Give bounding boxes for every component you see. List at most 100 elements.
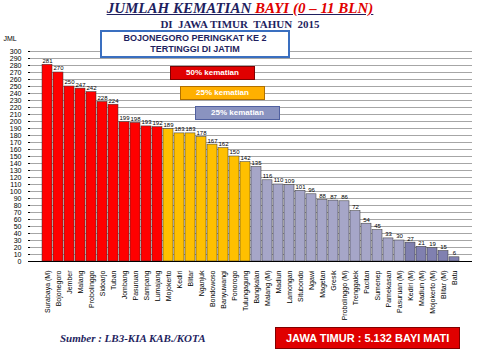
svg-text:116: 116 (263, 173, 273, 179)
svg-text:Madiun (M): Madiun (M) (418, 271, 426, 306)
svg-text:30: 30 (14, 237, 22, 244)
svg-text:19: 19 (429, 241, 436, 247)
svg-text:72: 72 (352, 204, 359, 210)
svg-text:40: 40 (14, 230, 22, 237)
svg-text:Pamekasan: Pamekasan (385, 270, 392, 307)
svg-text:110: 110 (10, 181, 21, 188)
svg-text:242: 242 (86, 85, 97, 91)
svg-text:Pacitan: Pacitan (363, 270, 370, 293)
svg-text:Probolinggo (M): Probolinggo (M) (341, 271, 349, 321)
svg-text:109: 109 (284, 178, 295, 184)
svg-text:54: 54 (363, 217, 370, 223)
svg-text:189: 189 (163, 122, 174, 128)
svg-text:Kediri: Kediri (176, 270, 183, 288)
svg-text:Ngawi: Ngawi (308, 270, 316, 290)
svg-text:90: 90 (14, 195, 22, 202)
svg-text:30: 30 (396, 233, 403, 239)
svg-text:142: 142 (240, 155, 251, 161)
svg-text:160: 160 (10, 146, 22, 153)
svg-text:87: 87 (330, 194, 337, 200)
svg-text:Tuban: Tuban (110, 270, 117, 290)
svg-text:Ponorogo: Ponorogo (231, 270, 239, 300)
svg-text:Lumajang: Lumajang (154, 270, 162, 301)
svg-text:183: 183 (174, 126, 185, 132)
svg-text:220: 220 (10, 104, 22, 111)
svg-text:Malang: Malang (77, 270, 85, 293)
svg-text:Banyuwangi: Banyuwangi (220, 270, 228, 309)
svg-text:Sidoarjo: Sidoarjo (99, 270, 107, 296)
svg-text:100: 100 (10, 188, 22, 195)
svg-text:Bondowoso: Bondowoso (209, 270, 216, 307)
svg-text:240: 240 (10, 90, 22, 97)
svg-text:230: 230 (10, 97, 22, 104)
svg-text:120: 120 (10, 174, 22, 181)
svg-text:300: 300 (10, 48, 22, 55)
svg-text:Situbondo: Situbondo (297, 270, 304, 302)
svg-text:6: 6 (453, 250, 457, 256)
svg-text:Probolinggo: Probolinggo (88, 270, 96, 307)
svg-text:21: 21 (418, 240, 425, 246)
svg-text:199: 199 (119, 115, 130, 121)
svg-text:Tulungagung: Tulungagung (242, 270, 250, 311)
svg-text:Mojokerto: Mojokerto (165, 270, 173, 301)
svg-text:80: 80 (14, 202, 22, 209)
svg-text:183: 183 (185, 126, 196, 132)
svg-text:210: 210 (10, 111, 22, 118)
svg-text:JML: JML (4, 35, 17, 42)
svg-text:Blitar (M): Blitar (M) (440, 271, 448, 299)
svg-text:247: 247 (75, 82, 86, 88)
svg-text:45: 45 (374, 223, 381, 229)
svg-text:290: 290 (10, 55, 22, 62)
svg-text:250: 250 (10, 83, 22, 90)
svg-text:10: 10 (14, 251, 22, 258)
svg-text:Bojonegoro: Bojonegoro (55, 270, 63, 306)
svg-text:15: 15 (440, 244, 447, 250)
svg-text:Mojokerto (M): Mojokerto (M) (429, 271, 437, 314)
svg-text:135: 135 (251, 160, 262, 166)
svg-text:281: 281 (42, 58, 53, 64)
svg-text:Bangkalan: Bangkalan (253, 270, 261, 303)
svg-text:178: 178 (196, 130, 207, 136)
svg-text:Jember: Jember (66, 270, 73, 294)
svg-text:Sumenep: Sumenep (374, 270, 382, 300)
svg-text:Madiun: Madiun (275, 270, 282, 293)
svg-text:70: 70 (14, 209, 22, 216)
svg-text:192: 192 (152, 120, 163, 126)
svg-text:Blitar: Blitar (187, 270, 194, 287)
svg-text:Pasuruan: Pasuruan (132, 270, 139, 300)
svg-text:110: 110 (274, 177, 284, 183)
svg-text:280: 280 (10, 62, 22, 69)
svg-text:224: 224 (108, 98, 119, 104)
svg-text:270: 270 (10, 69, 22, 76)
svg-text:96: 96 (308, 187, 315, 193)
svg-text:Sampang: Sampang (143, 270, 151, 300)
svg-text:Kediri (M): Kediri (M) (407, 271, 415, 301)
svg-text:86: 86 (341, 194, 348, 200)
svg-text:50: 50 (14, 223, 22, 230)
svg-text:20: 20 (14, 244, 22, 251)
svg-text:Magetan: Magetan (319, 270, 327, 297)
svg-text:88: 88 (319, 193, 326, 199)
svg-text:33: 33 (385, 231, 392, 237)
svg-text:Batu: Batu (451, 270, 458, 285)
svg-text:0: 0 (18, 258, 22, 265)
svg-text:150: 150 (10, 153, 22, 160)
svg-text:250: 250 (64, 79, 75, 85)
svg-text:228: 228 (97, 95, 108, 101)
svg-text:Surabaya (M): Surabaya (M) (44, 271, 52, 313)
svg-text:260: 260 (10, 76, 22, 83)
svg-text:190: 190 (10, 125, 22, 132)
svg-text:Jombang: Jombang (121, 270, 129, 299)
svg-text:140: 140 (10, 160, 22, 167)
svg-text:198: 198 (130, 116, 141, 122)
svg-text:150: 150 (229, 149, 240, 155)
svg-text:Gresik: Gresik (330, 270, 337, 291)
svg-text:60: 60 (14, 216, 22, 223)
svg-text:130: 130 (10, 167, 22, 174)
svg-text:180: 180 (10, 132, 22, 139)
svg-text:Malang (M): Malang (M) (264, 271, 272, 306)
svg-text:Nganjuk: Nganjuk (198, 270, 206, 296)
svg-text:Trenggalek: Trenggalek (352, 270, 360, 305)
svg-text:101: 101 (295, 184, 306, 190)
svg-text:170: 170 (10, 139, 22, 146)
